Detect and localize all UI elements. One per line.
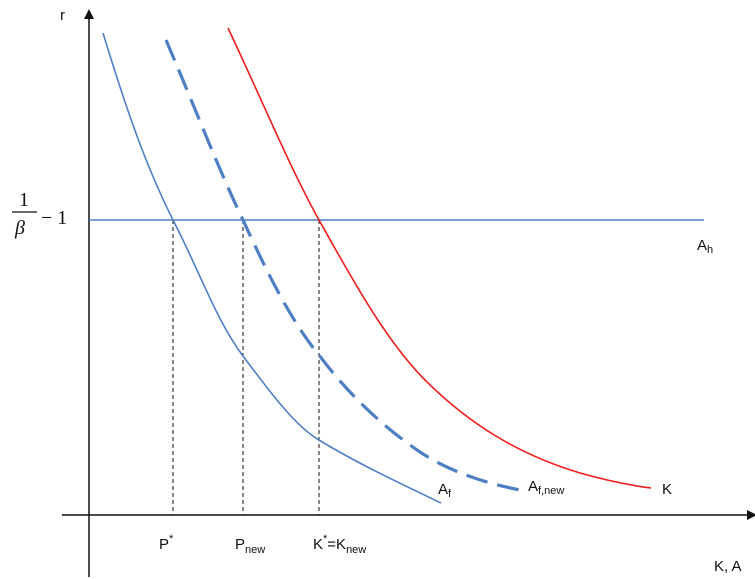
a-f-new-curve xyxy=(164,39,521,492)
rate-level-label: 1 β − 1 xyxy=(12,189,67,239)
x-axis-label: K, A xyxy=(714,558,742,575)
a-h-label: Ah xyxy=(697,237,713,256)
p-new-label: Pnew xyxy=(235,536,265,556)
rate-numerator: 1 xyxy=(19,189,29,211)
p-star-label: P* xyxy=(159,533,174,553)
k-star-label: K*=Knew xyxy=(313,533,366,556)
y-axis-label: r xyxy=(60,7,65,24)
a-f-curve xyxy=(102,32,442,504)
rate-denominator: β xyxy=(14,217,25,239)
a-f-new-label: Af,new xyxy=(528,478,564,497)
rate-minus-one: − 1 xyxy=(41,207,67,229)
k-curve-label: K xyxy=(662,481,672,498)
k-curve xyxy=(227,27,652,489)
a-f-label: Af xyxy=(438,481,452,500)
